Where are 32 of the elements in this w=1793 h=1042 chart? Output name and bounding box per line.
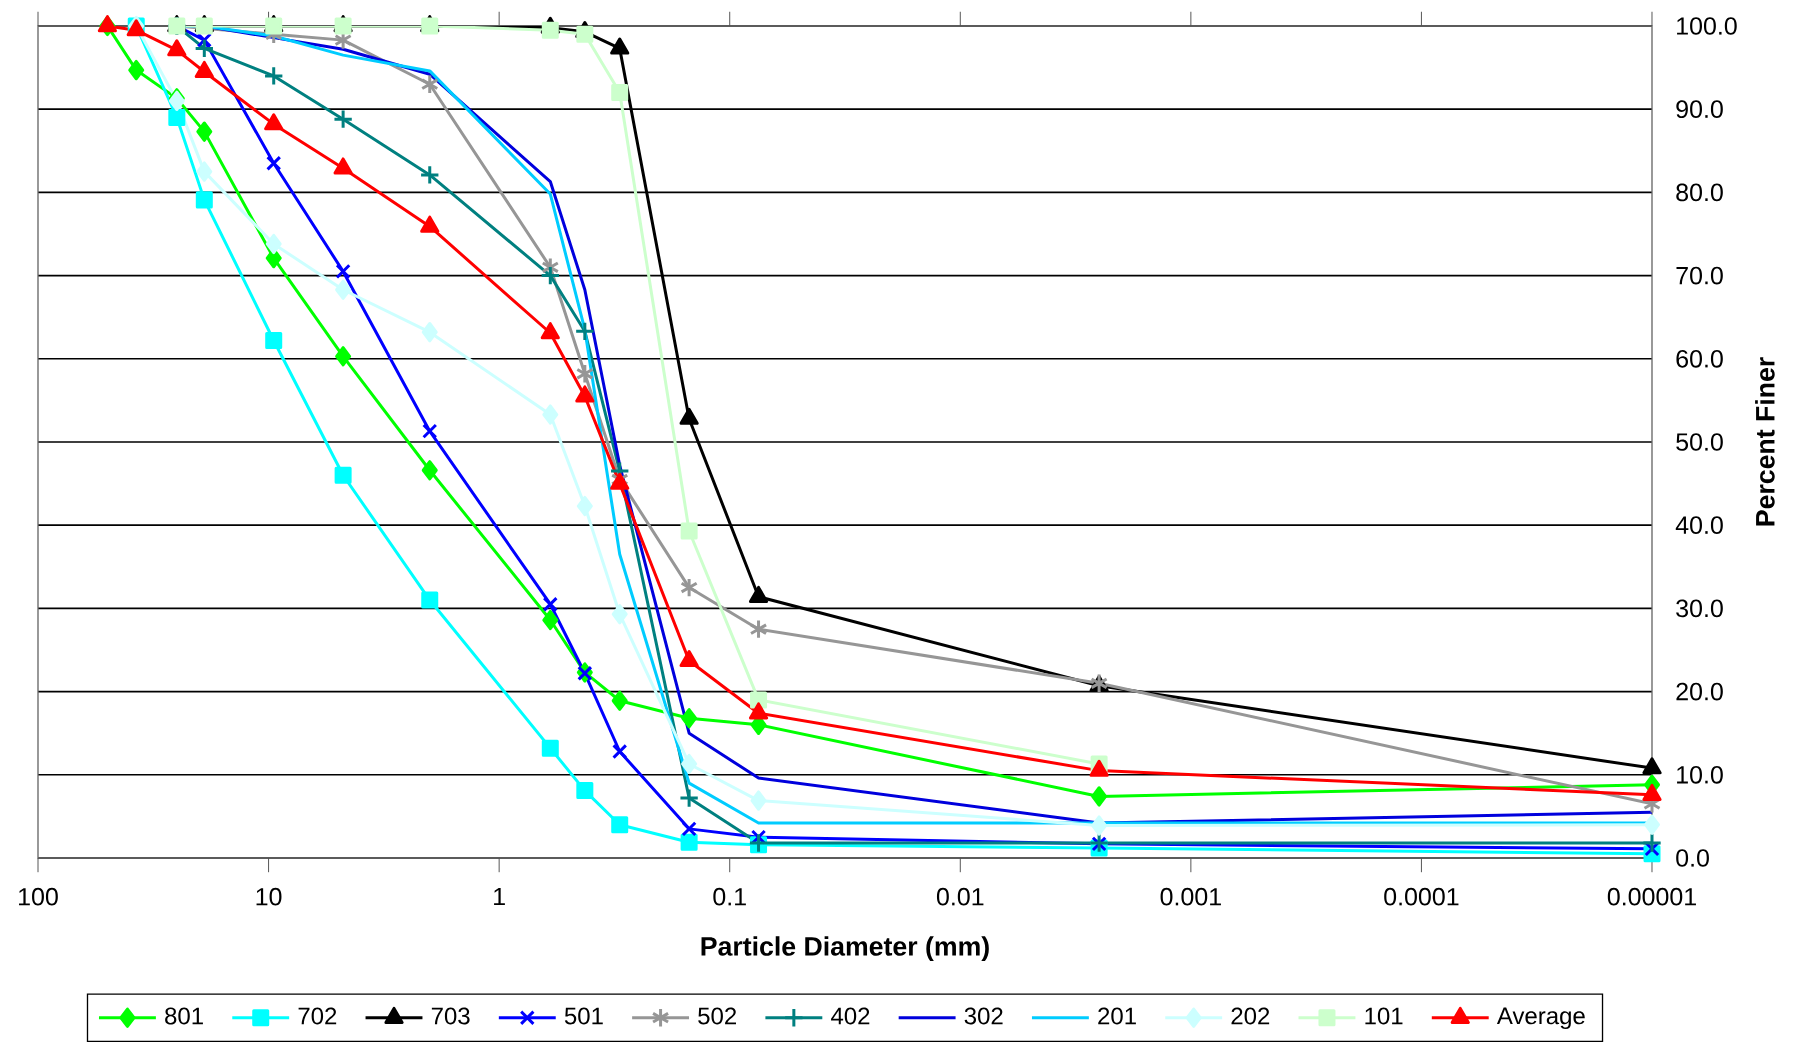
y-tick-label: 60.0 [1676,349,1723,368]
legend-label: 502 [698,1007,736,1025]
y-tick-label: 30.0 [1676,599,1723,618]
x-tick-label: 100 [19,887,58,906]
legend-label: 703 [431,1007,470,1025]
y-tick-label: 100.0 [1677,17,1737,35]
y-tick-label: 20.0 [1676,682,1723,701]
x-tick-label: 10 [256,887,282,906]
legend-label: 501 [564,1007,603,1025]
x-tick-label: 0.0001 [1384,887,1459,906]
x-tick-label: 0.00001 [1607,887,1696,906]
y-axis-title: Percent Finer [1755,357,1775,526]
y-tick-label: 10.0 [1677,765,1723,784]
y-tick-label: 40.0 [1675,516,1723,535]
legend-label: 402 [831,1007,870,1025]
legend-label: 302 [964,1007,1003,1025]
x-tick-label: 1 [494,887,505,906]
y-tick-label: 0.0 [1676,849,1709,867]
y-tick-label: 50.0 [1676,433,1723,451]
legend-label: Average [1496,1007,1585,1030]
legend-label: 702 [298,1007,337,1025]
x-tick-label: 0.01 [936,887,984,906]
y-tick-label: 70.0 [1676,266,1723,285]
x-tick-label: 0.001 [1160,887,1221,906]
legend-label: 101 [1365,1007,1403,1025]
y-tick-label: 80.0 [1676,183,1723,202]
x-axis-title: Particle Diameter (mm) [701,936,989,962]
legend-label: 801 [165,1007,203,1025]
legend-label: 202 [1231,1007,1270,1025]
y-tick-label: 90.0 [1676,100,1723,119]
legend-label: 201 [1098,1007,1136,1025]
x-tick-label: 0.1 [713,887,746,906]
